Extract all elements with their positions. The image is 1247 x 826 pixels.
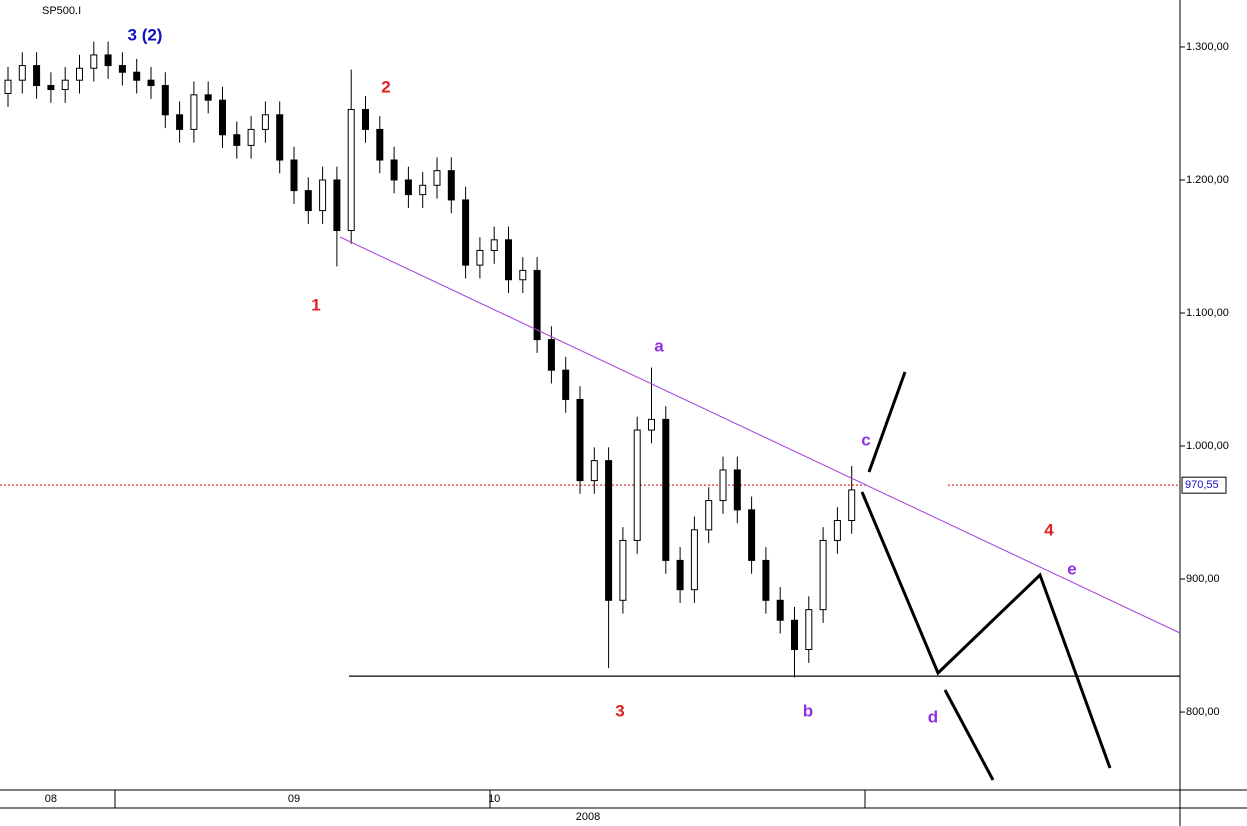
candle-body bbox=[390, 159, 398, 181]
year-label: 2008 bbox=[576, 811, 600, 823]
x-tick-label: 10 bbox=[488, 793, 500, 805]
candle-body bbox=[176, 114, 184, 130]
candle-body bbox=[33, 65, 41, 87]
candle-body bbox=[419, 184, 427, 196]
candle-body bbox=[791, 619, 798, 651]
candle-body bbox=[290, 159, 298, 192]
y-tick-label: 900,00 bbox=[1186, 573, 1220, 585]
candle-body bbox=[404, 179, 412, 196]
candle-body bbox=[104, 54, 112, 67]
wave-label: c bbox=[861, 430, 870, 449]
candle-body bbox=[619, 539, 627, 601]
candle-body bbox=[90, 54, 98, 69]
candle-body bbox=[433, 170, 441, 186]
candle-body bbox=[648, 418, 655, 431]
candle-body bbox=[833, 520, 841, 541]
candle-body bbox=[705, 500, 713, 531]
candle-body bbox=[18, 65, 26, 81]
trend-line bbox=[339, 236, 1181, 634]
candle-body bbox=[261, 114, 269, 130]
candle-body bbox=[47, 85, 55, 91]
candle-body bbox=[533, 269, 541, 341]
candle-body bbox=[447, 170, 455, 201]
wave-label: 3 bbox=[615, 701, 624, 720]
candle-body bbox=[233, 134, 241, 146]
candle-body bbox=[190, 94, 198, 130]
x-tick-label: 09 bbox=[288, 793, 300, 805]
wave-label: 3 (2) bbox=[128, 25, 163, 44]
candle-body bbox=[376, 128, 384, 161]
candle-body bbox=[204, 94, 212, 101]
wave-label: 4 bbox=[1044, 520, 1054, 539]
candle-body bbox=[776, 599, 784, 621]
candle-body bbox=[819, 539, 827, 611]
candle-body bbox=[347, 108, 355, 232]
candle-body bbox=[4, 79, 12, 95]
candle-body bbox=[76, 67, 83, 81]
wave-label: b bbox=[803, 701, 813, 720]
candle-body bbox=[748, 509, 756, 561]
wave-label: a bbox=[654, 336, 664, 355]
candle-body bbox=[362, 108, 369, 130]
candle-body bbox=[118, 65, 126, 73]
symbol: SP500.I bbox=[42, 5, 81, 17]
candle-body bbox=[147, 79, 155, 87]
candle-body bbox=[333, 179, 341, 232]
candle-body bbox=[276, 114, 284, 161]
candle-body bbox=[676, 559, 684, 591]
candle-body bbox=[590, 460, 598, 482]
wave-label: d bbox=[928, 707, 938, 726]
last-price-label: 970,55 bbox=[1185, 479, 1219, 491]
candle-body bbox=[247, 128, 255, 146]
projection-line bbox=[867, 371, 907, 473]
candle-body bbox=[462, 199, 470, 266]
candle-body bbox=[690, 529, 698, 591]
y-tick-label: 800,00 bbox=[1186, 706, 1220, 718]
candle-body bbox=[762, 559, 770, 601]
candle-body bbox=[519, 269, 527, 281]
candle-body bbox=[304, 190, 312, 212]
candle-body bbox=[662, 418, 670, 561]
candle-body bbox=[805, 609, 813, 651]
candle-body bbox=[219, 99, 226, 136]
candle-body bbox=[490, 239, 498, 251]
candle-body bbox=[605, 460, 613, 601]
candle-body bbox=[319, 179, 327, 212]
y-tick-label: 1.300,00 bbox=[1186, 41, 1229, 53]
candle-body bbox=[733, 469, 741, 511]
candle-body bbox=[576, 398, 584, 482]
candle-body bbox=[562, 369, 570, 400]
candle-body bbox=[633, 429, 641, 541]
x-tick-label: 08 bbox=[45, 793, 57, 805]
y-tick-label: 1.100,00 bbox=[1186, 307, 1229, 319]
projection-line bbox=[943, 689, 995, 781]
wave-label: e bbox=[1067, 559, 1076, 578]
candle-body bbox=[133, 71, 141, 81]
candle-body bbox=[547, 339, 555, 371]
y-tick-label: 1.200,00 bbox=[1186, 174, 1229, 186]
candle-body bbox=[476, 249, 484, 266]
candle-body bbox=[719, 469, 727, 502]
candle-body bbox=[161, 85, 169, 116]
y-tick-label: 1.000,00 bbox=[1186, 440, 1229, 452]
wave-label: 1 bbox=[311, 295, 320, 314]
candle-body bbox=[848, 489, 856, 522]
plot bbox=[0, 41, 1180, 678]
projection-line bbox=[860, 491, 1112, 769]
candle-body bbox=[61, 79, 69, 91]
last-price-box bbox=[1181, 476, 1227, 494]
candle-body bbox=[505, 239, 512, 281]
wave-label: 2 bbox=[381, 77, 390, 96]
